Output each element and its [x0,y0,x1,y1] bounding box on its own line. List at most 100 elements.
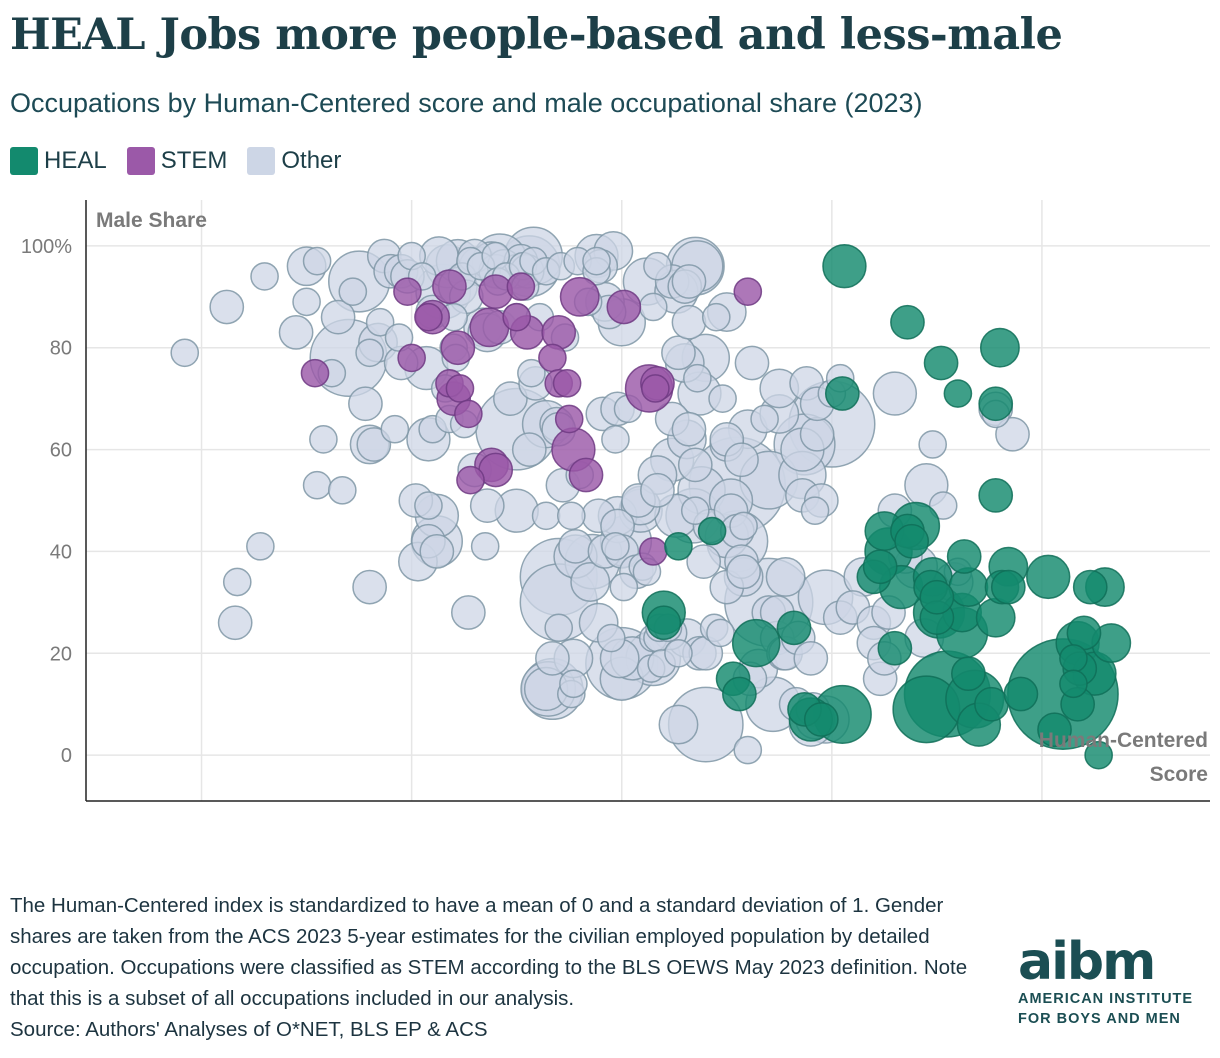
point-stem[interactable] [733,277,763,307]
point-other[interactable] [733,735,763,765]
point-stem[interactable] [393,277,422,307]
point-other[interactable] [292,287,321,317]
point-other[interactable] [638,292,668,322]
point-other[interactable] [609,572,639,602]
point-heal[interactable] [948,567,989,608]
point-other[interactable] [750,404,779,434]
point-other[interactable] [278,315,314,350]
point-other[interactable] [596,623,626,653]
point-heal[interactable] [776,610,812,646]
point-other[interactable] [556,501,586,531]
point-heal[interactable] [990,569,1026,605]
point-stem[interactable] [638,537,668,566]
point-other[interactable] [701,302,731,332]
point-other[interactable] [643,251,672,281]
point-other[interactable] [380,414,410,444]
point-stem[interactable] [541,315,577,350]
point-stem[interactable] [456,465,485,495]
point-other[interactable] [469,488,505,523]
point-other[interactable] [708,384,737,413]
point-heal[interactable] [822,243,867,289]
point-stem[interactable] [641,374,670,403]
point-heal[interactable] [1037,712,1072,748]
point-heal[interactable] [978,478,1014,513]
point-other[interactable] [680,496,710,526]
aibm-logo[interactable]: aibm AMERICAN INSTITUTE FOR BOYS AND MEN [1018,936,1193,1028]
point-other[interactable] [511,432,547,467]
point-other[interactable] [250,262,279,291]
point-other[interactable] [918,430,948,459]
point-heal[interactable] [877,630,913,666]
point-heal[interactable] [862,549,898,585]
point-stem[interactable] [568,457,604,493]
point-heal[interactable] [1059,669,1088,699]
point-other[interactable] [419,534,455,569]
point-other[interactable] [671,264,707,299]
legend-item-stem[interactable]: STEM [126,147,227,175]
point-other[interactable] [493,381,528,417]
point-other[interactable] [348,386,383,422]
point-heal[interactable] [1084,740,1113,770]
point-heal[interactable] [1072,569,1108,605]
point-stem[interactable] [414,302,443,332]
point-other[interactable] [222,567,252,597]
point-stem[interactable] [478,274,514,310]
point-other[interactable] [356,427,392,462]
point-other[interactable] [661,335,696,371]
point-heal[interactable] [803,702,839,737]
point-other[interactable] [706,618,735,648]
point-heal[interactable] [697,516,727,546]
point-other[interactable] [734,345,770,381]
point-stem[interactable] [440,330,476,366]
point-other[interactable] [535,641,570,676]
legend-item-heal[interactable]: HEAL [10,147,107,175]
point-heal[interactable] [951,656,986,692]
point-other[interactable] [531,501,561,531]
point-other[interactable] [582,246,611,276]
point-stem[interactable] [432,269,467,304]
point-stem[interactable] [502,302,532,332]
point-other[interactable] [355,338,384,368]
point-other[interactable] [658,704,699,745]
point-heal[interactable] [979,327,1020,368]
point-stem[interactable] [300,358,330,388]
point-heal[interactable] [722,676,757,712]
point-heal[interactable] [894,523,930,559]
point-other[interactable] [671,411,707,447]
point-other[interactable] [414,491,443,520]
point-other[interactable] [677,447,713,483]
point-other[interactable] [928,491,958,520]
point-other[interactable] [570,562,611,602]
point-other[interactable] [686,544,722,579]
point-heal[interactable] [1059,644,1088,673]
point-heal[interactable] [923,345,959,381]
point-other[interactable] [765,556,806,597]
point-heal[interactable] [919,579,955,615]
point-other[interactable] [800,496,830,526]
point-stem[interactable] [454,399,483,429]
legend-item-other[interactable]: Other [247,147,341,175]
point-stem[interactable] [552,369,582,398]
point-stem[interactable] [445,374,475,403]
point-heal[interactable] [731,618,781,668]
point-other[interactable] [470,532,500,561]
point-other[interactable] [995,416,1030,452]
point-other[interactable] [320,299,356,335]
point-other[interactable] [517,358,546,388]
point-stem[interactable] [506,272,536,301]
point-other[interactable] [601,425,630,454]
point-other[interactable] [327,475,357,505]
point-other[interactable] [726,554,761,590]
point-stem[interactable] [397,343,426,373]
point-other[interactable] [683,363,712,393]
point-other[interactable] [365,307,395,337]
point-other[interactable] [217,605,253,641]
point-heal[interactable] [646,605,682,641]
point-stem[interactable] [606,289,642,325]
point-heal[interactable] [946,539,982,574]
point-heal[interactable] [974,686,1009,722]
point-other[interactable] [601,532,630,561]
point-other[interactable] [559,669,588,699]
point-other[interactable] [209,289,245,325]
point-other[interactable] [170,338,200,368]
